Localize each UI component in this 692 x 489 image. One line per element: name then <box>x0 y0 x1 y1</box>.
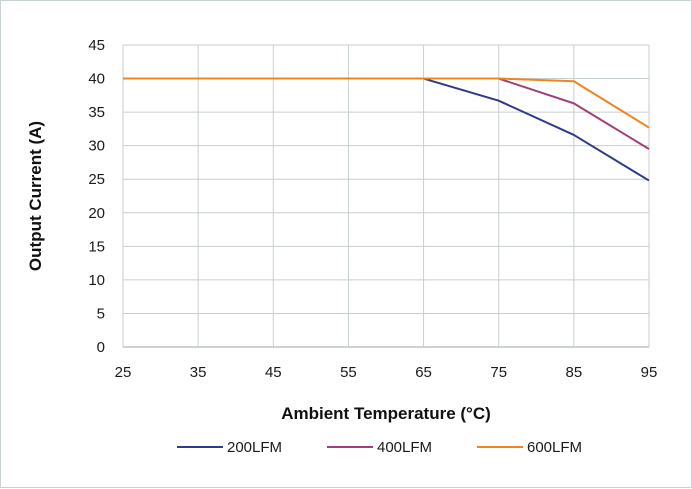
x-tick-label: 35 <box>190 364 207 381</box>
legend-label-200lfm: 200LFM <box>227 439 282 456</box>
x-axis-title: Ambient Temperature (°C) <box>281 404 491 423</box>
legend-label-600lfm: 600LFM <box>527 439 582 456</box>
legend: 200LFM 400LFM 600LFM <box>177 439 582 456</box>
series-lines <box>123 77 650 182</box>
x-tick-label: 55 <box>340 364 357 381</box>
y-tick-label: 15 <box>88 238 105 255</box>
series-line-200lfm <box>123 77 650 182</box>
legend-label-400lfm: 400LFM <box>377 439 432 456</box>
y-tick-label: 30 <box>88 138 105 155</box>
y-tick-label: 0 <box>97 339 105 356</box>
x-tick-label: 65 <box>415 364 432 381</box>
y-tick-label: 25 <box>88 171 105 188</box>
y-tick-label: 20 <box>88 205 105 222</box>
series-line-600lfm <box>123 77 650 129</box>
y-tick-labels: 0 5 10 15 20 25 30 35 40 45 <box>88 37 105 356</box>
y-tick-label: 35 <box>88 104 105 121</box>
x-tick-label: 85 <box>566 364 583 381</box>
x-tick-label: 75 <box>490 364 507 381</box>
y-tick-label: 40 <box>88 71 105 88</box>
grid-lines <box>122 44 650 348</box>
x-tick-label: 95 <box>641 364 658 381</box>
y-tick-label: 5 <box>97 305 105 322</box>
y-tick-label: 10 <box>88 272 105 289</box>
x-tick-label: 25 <box>115 364 132 381</box>
series-line-400lfm <box>123 77 650 150</box>
y-axis-title: Output Current (A) <box>26 121 45 271</box>
y-tick-label: 45 <box>88 37 105 54</box>
x-tick-label: 45 <box>265 364 282 381</box>
x-tick-labels: 25 35 45 55 65 75 85 95 <box>115 364 658 381</box>
